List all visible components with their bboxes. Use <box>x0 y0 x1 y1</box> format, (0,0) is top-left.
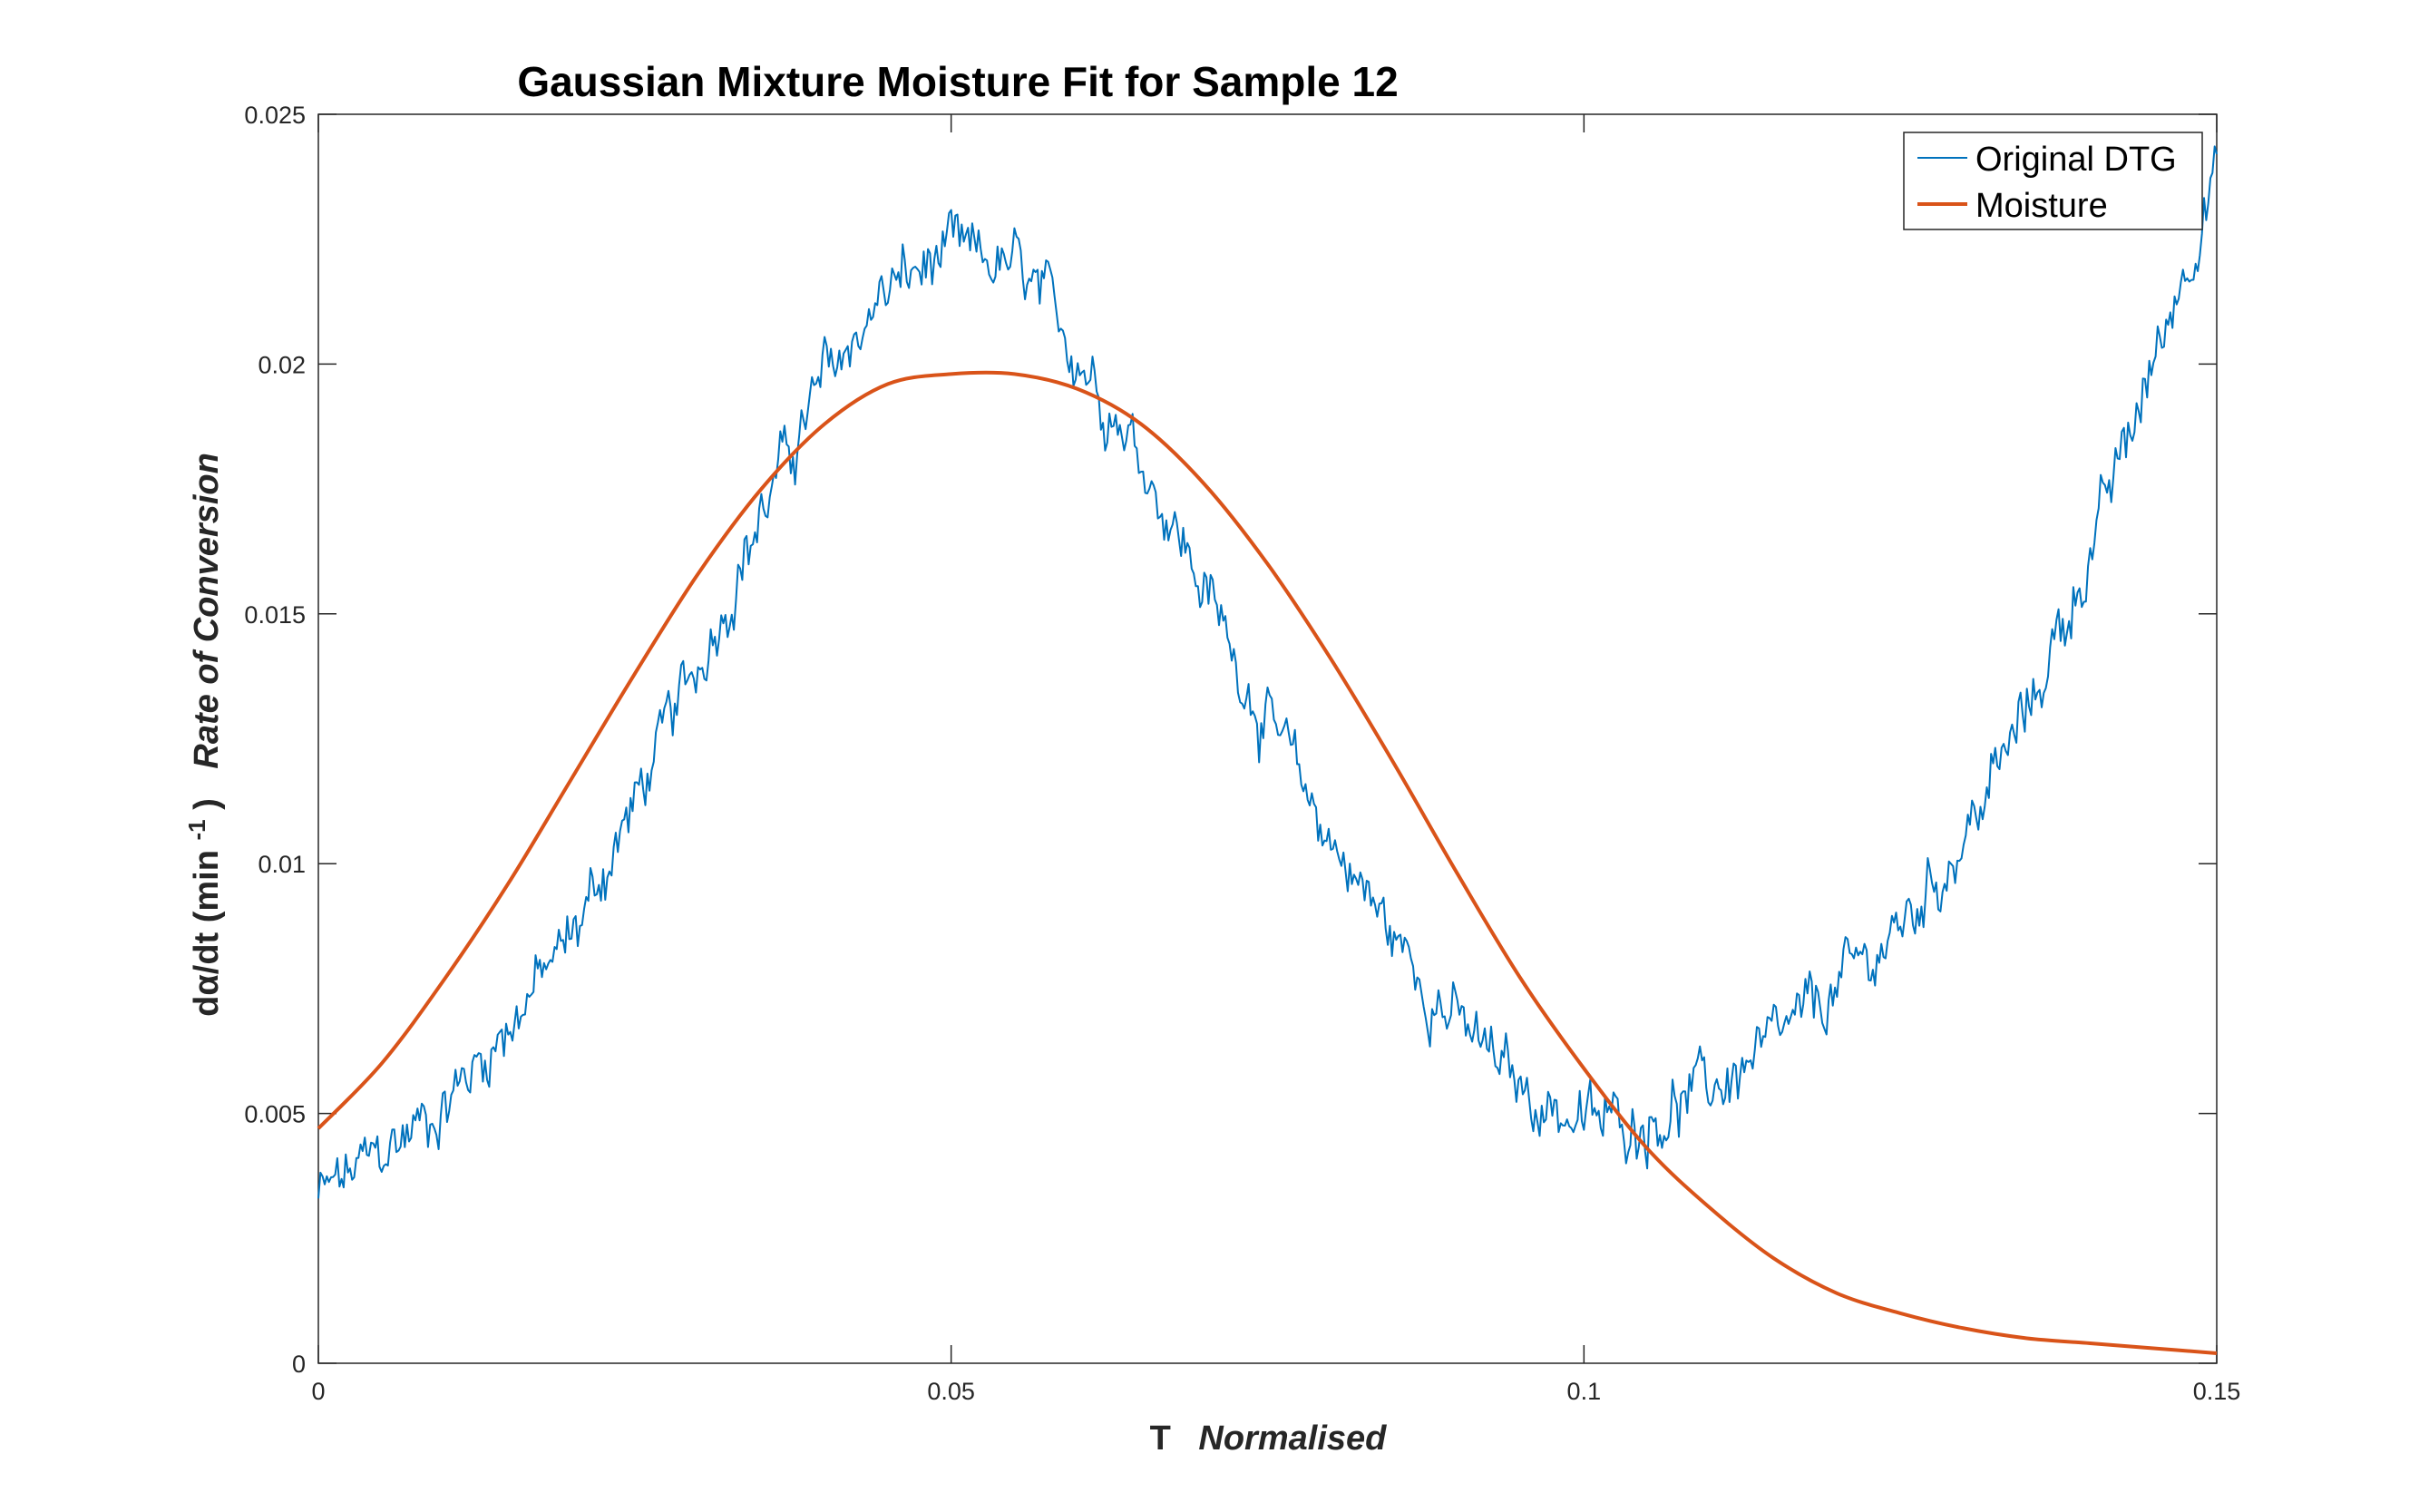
chart-title: Gaussian Mixture Moisture Fit for Sample… <box>517 58 1398 105</box>
y-axis-label-sup: -1 <box>183 819 210 840</box>
x-tick-label: 0 <box>311 1378 325 1405</box>
plot-area: 0 0.05 0.1 0.15 0 0.005 0.01 0.015 0.02 0.025 <box>244 102 2240 1405</box>
axes-box <box>317 113 2218 1364</box>
x-tick-label: 0.1 <box>1567 1378 1602 1405</box>
y-tick-label: 0.02 <box>258 351 306 378</box>
y-axis-label-italic: Rate of Conversion <box>188 453 226 768</box>
legend-box <box>1903 132 2203 230</box>
series-line-original-dtg <box>317 145 2218 1199</box>
x-tick-label: 0.05 <box>927 1378 975 1405</box>
axis-ticks <box>317 113 2218 1364</box>
legend-label-original-dtg: Original DTG <box>1975 141 2177 179</box>
y-axis-label-close: ) <box>188 798 226 810</box>
axis-tick-labels: 0 0.05 0.1 0.15 0 0.005 0.01 0.015 0.02 0.025 <box>244 102 2240 1405</box>
x-axis-label: T Normalised <box>1150 1419 1388 1458</box>
y-tick-label: 0.015 <box>244 601 306 629</box>
y-axis-label-main: dα/dt (min <box>188 850 226 1017</box>
legend-label-moisture: Moisture <box>1975 187 2108 225</box>
x-axis-label-italic: Normalised <box>1198 1419 1387 1458</box>
series-line-moisture <box>317 370 2218 1355</box>
y-tick-label: 0.025 <box>244 102 306 129</box>
series-layer <box>317 145 2218 1355</box>
y-tick-label: 0.01 <box>258 851 306 878</box>
x-axis-label-main: T <box>1150 1419 1171 1458</box>
legend: Original DTG Moisture <box>1903 132 2203 230</box>
y-axis-label: dα/dt (min -1 ) Rate of Conversion <box>175 453 226 1017</box>
y-tick-label: 0 <box>292 1351 306 1378</box>
x-tick-label: 0.15 <box>2193 1378 2241 1405</box>
y-tick-label: 0.005 <box>244 1101 306 1128</box>
